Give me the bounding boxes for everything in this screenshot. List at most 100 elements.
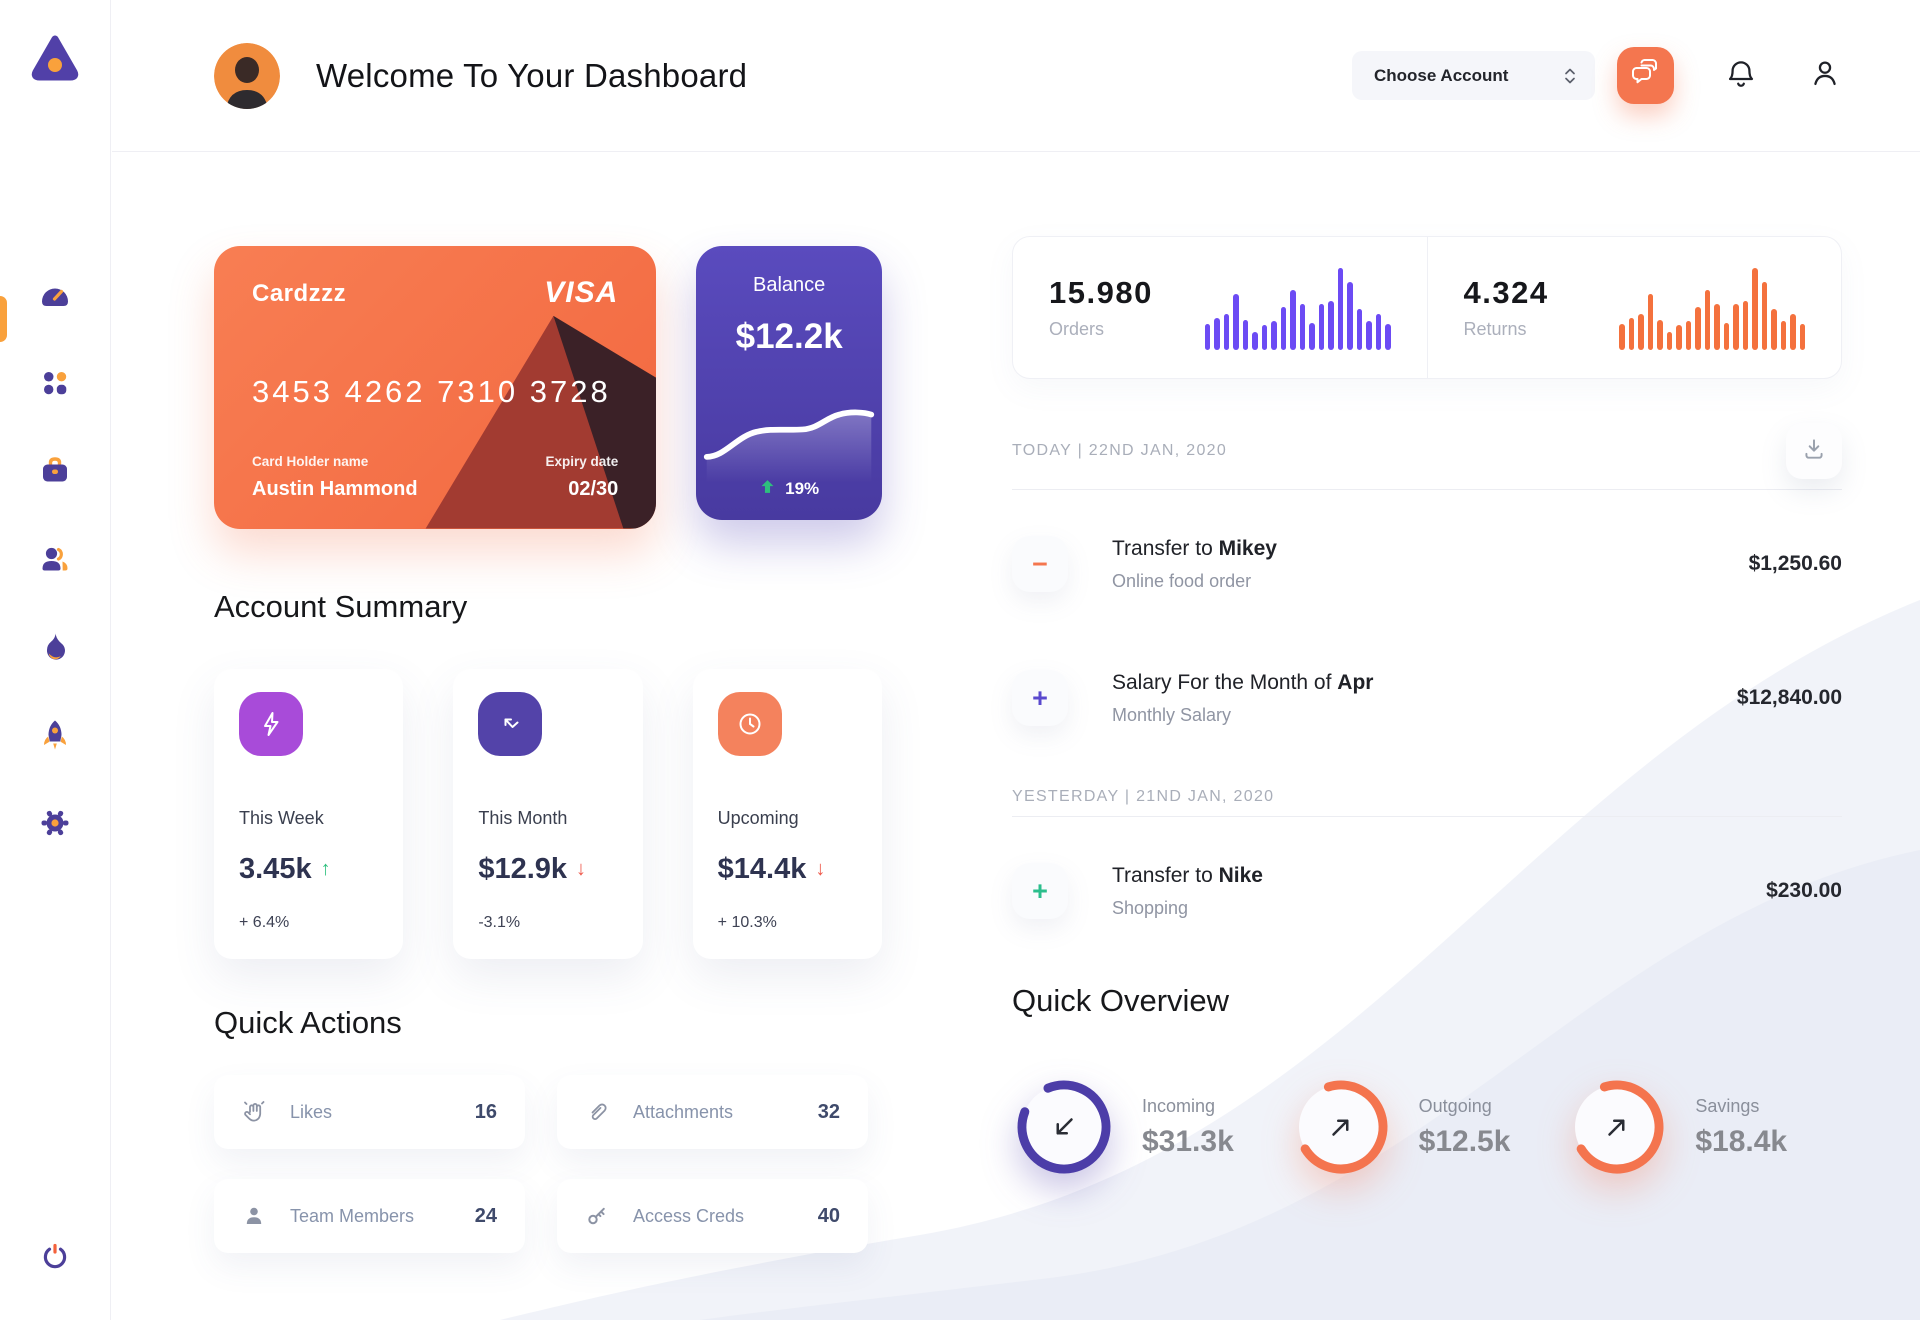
transaction-amount: $230.00: [1766, 879, 1842, 902]
user-avatar: [214, 42, 280, 109]
section-divider: [1012, 489, 1842, 490]
returns-bar-chart: [1619, 266, 1805, 350]
power-icon[interactable]: [37, 1238, 73, 1274]
nav-dashboard-gauge-icon[interactable]: [37, 277, 73, 313]
yesterday-date-label: YESTERDAY | 21ND JAN, 2020: [1012, 788, 1275, 805]
balance-amount: $12.2k: [735, 317, 843, 356]
account-summary-title: Account Summary: [214, 589, 468, 624]
select-chevrons-icon: [1561, 65, 1579, 87]
download-button[interactable]: [1786, 423, 1842, 479]
nav-briefcase-icon[interactable]: [37, 453, 73, 489]
nav-team-users-icon[interactable]: [37, 541, 73, 577]
incoming-progress-ring: [1012, 1075, 1116, 1179]
summary-card-this-week: This Week 3.45k ↑ + 6.4%: [214, 669, 404, 959]
summary-card-upcoming: Upcoming $14.4k ↓ + 10.3%: [692, 669, 882, 959]
minus-icon: −: [1012, 536, 1068, 592]
yesterday-section-header: YESTERDAY | 21ND JAN, 2020: [1012, 788, 1842, 806]
profile-button[interactable]: [1808, 59, 1842, 93]
transaction-row[interactable]: + Salary For the Month of Apr Monthly Sa…: [1012, 670, 1842, 726]
balance-change: 19%: [785, 479, 820, 498]
down-arrow-icon: ↓: [815, 858, 826, 880]
download-icon: [1801, 436, 1827, 467]
right-column: 15.980 Orders 4.324 Returns TODAY | 22ND…: [1012, 152, 1842, 1320]
visa-logo: VISA: [544, 276, 619, 309]
user-icon: [1809, 57, 1841, 94]
nav-settings-gear-icon[interactable]: [37, 805, 73, 841]
card-holder: Card Holder name Austin Hammond: [252, 454, 418, 500]
key-icon: [585, 1204, 611, 1228]
returns-value: 4.324: [1463, 275, 1549, 310]
active-nav-indicator: [0, 296, 7, 342]
today-section-header: TODAY | 22ND JAN, 2020: [1012, 423, 1842, 479]
balance-label: Balance: [753, 274, 826, 296]
returns-stat: 4.324 Returns: [1426, 237, 1842, 378]
left-column: Cardzzz VISA 3453 4262 7310 3728 Card Ho…: [214, 152, 882, 1320]
clap-hands-icon: [242, 1100, 268, 1124]
action-attachments[interactable]: Attachments 32: [557, 1075, 868, 1149]
header: Welcome To Your Dashboard Choose Account: [112, 0, 1920, 152]
quick-actions-title: Quick Actions: [214, 1005, 402, 1040]
orders-label: Orders: [1049, 319, 1105, 339]
arrow-down-left-icon: [1012, 1075, 1116, 1179]
overview-incoming: Incoming $31.3k: [1012, 1075, 1289, 1179]
main-content: Cardzzz VISA 3453 4262 7310 3728 Card Ho…: [112, 152, 1920, 1320]
savings-progress-ring: [1565, 1075, 1669, 1179]
orders-stat: 15.980 Orders: [1013, 237, 1427, 378]
quick-actions-grid: Likes 16 Attachments 32: [214, 1075, 882, 1253]
transaction-row[interactable]: − Transfer to Mikey Online food order $1…: [1012, 536, 1842, 592]
arrow-up-right-icon: [1565, 1075, 1669, 1179]
summary-card-this-month: This Month $12.9k ↓ -3.1%: [453, 669, 643, 959]
orders-value: 15.980: [1049, 275, 1153, 310]
card-number: 3453 4262 7310 3728: [252, 374, 611, 409]
choose-account-label: Choose Account: [1374, 65, 1509, 85]
today-date-label: TODAY | 22ND JAN, 2020: [1012, 442, 1228, 459]
card-triangle-art: [425, 315, 657, 529]
quick-overview-row: Incoming $31.3k: [1012, 1075, 1842, 1179]
trend-arrow-icon: [478, 692, 543, 756]
sidebar: [0, 0, 111, 1320]
down-arrow-icon: ↓: [576, 858, 587, 880]
nav-rocket-icon[interactable]: [37, 717, 73, 753]
orders-returns-card: 15.980 Orders 4.324 Returns: [1012, 236, 1842, 379]
transaction-amount: $12,840.00: [1736, 686, 1842, 709]
clock-icon: [717, 692, 782, 756]
card-expiry: Expiry date 02/30: [545, 454, 619, 500]
chat-bubbles-icon: [1631, 58, 1661, 93]
paperclip-icon: [585, 1100, 611, 1124]
choose-account-select[interactable]: Choose Account: [1352, 51, 1595, 100]
card-name: Cardzzz: [252, 280, 347, 307]
balance-card: Balance $12.2k: [696, 246, 882, 520]
quick-overview-title: Quick Overview: [1012, 983, 1230, 1018]
nav-flame-icon[interactable]: [37, 629, 73, 665]
transaction-row[interactable]: + Transfer to Nike Shopping $230.00: [1012, 863, 1842, 919]
page-title: Welcome To Your Dashboard: [316, 56, 748, 94]
bank-card: Cardzzz VISA 3453 4262 7310 3728 Card Ho…: [214, 246, 657, 529]
trend-up-icon: [759, 478, 776, 500]
bell-icon: [1725, 57, 1757, 94]
chat-button[interactable]: [1617, 47, 1674, 104]
plus-icon: +: [1012, 863, 1068, 919]
transaction-amount: $1,250.60: [1748, 552, 1842, 575]
orders-bar-chart: [1204, 266, 1391, 350]
outgoing-progress-ring: [1289, 1075, 1393, 1179]
nav-apps-grid-icon[interactable]: [37, 365, 73, 401]
notifications-button[interactable]: [1724, 59, 1758, 93]
returns-label: Returns: [1463, 319, 1527, 339]
overview-outgoing: Outgoing $12.5k: [1289, 1075, 1566, 1179]
plus-icon: +: [1012, 670, 1068, 726]
sidebar-nav: [37, 277, 73, 841]
summary-cards: This Week 3.45k ↑ + 6.4% This Month: [214, 669, 882, 959]
team-member-icon: [242, 1204, 268, 1228]
action-access-creds[interactable]: Access Creds 40: [557, 1179, 868, 1253]
header-actions: Choose Account: [1352, 47, 1842, 104]
section-divider: [1012, 816, 1842, 817]
brand-logo-icon: [27, 30, 83, 91]
lightning-icon: [239, 692, 303, 756]
arrow-up-right-icon: [1289, 1075, 1393, 1179]
action-likes[interactable]: Likes 16: [214, 1075, 525, 1149]
overview-savings: Savings $18.4k: [1565, 1075, 1842, 1179]
balance-sparkline: [696, 386, 882, 487]
up-arrow-icon: ↑: [320, 858, 331, 880]
action-team-members[interactable]: Team Members 24: [214, 1179, 525, 1253]
